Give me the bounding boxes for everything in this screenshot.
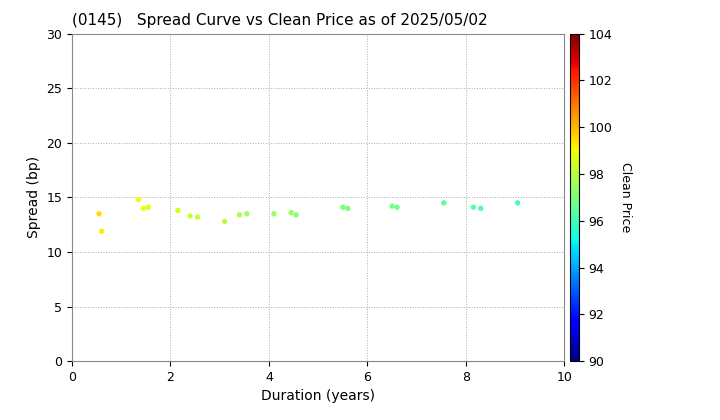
Point [290,212,302,218]
Point [512,200,523,206]
Y-axis label: Spread (bp): Spread (bp) [27,156,41,239]
X-axis label: Duration (years): Duration (years) [261,389,375,404]
Point [143,204,154,210]
Point [342,205,354,212]
Point [268,210,279,217]
Y-axis label: Clean Price: Clean Price [619,162,632,233]
Point [285,209,297,216]
Point [192,214,203,220]
Text: (0145)   Spread Curve vs Clean Price as of 2025/05/02: (0145) Spread Curve vs Clean Price as of… [72,13,487,28]
Point [132,196,144,203]
Point [475,205,487,212]
Point [438,200,449,206]
Point [234,212,246,218]
Point [138,205,149,212]
Point [94,210,105,217]
Point [387,203,398,210]
Point [337,204,348,210]
Point [184,213,196,219]
Point [219,218,230,225]
Point [172,207,184,214]
Point [96,228,107,235]
Point [241,210,253,217]
Point [467,204,479,210]
Point [391,204,402,210]
